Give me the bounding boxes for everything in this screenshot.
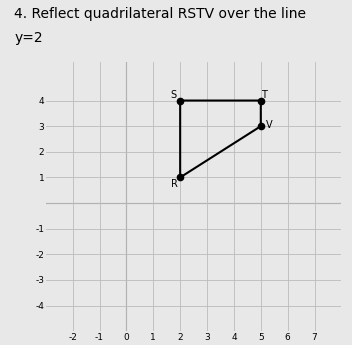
Text: S: S [170, 90, 176, 100]
Text: y=2: y=2 [14, 31, 43, 45]
Text: R: R [171, 179, 178, 189]
Text: V: V [265, 120, 272, 130]
Text: T: T [261, 90, 267, 100]
Text: 4. Reflect quadrilateral RSTV over the line: 4. Reflect quadrilateral RSTV over the l… [14, 7, 306, 21]
